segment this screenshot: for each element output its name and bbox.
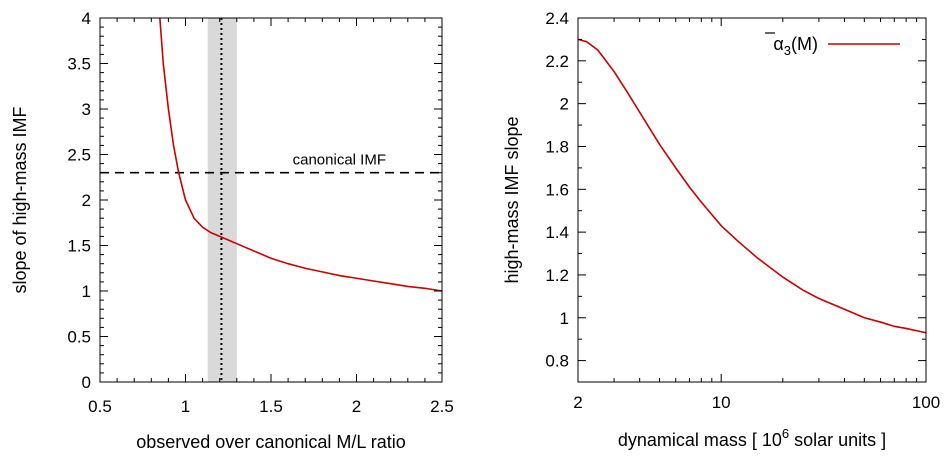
- left-y-tick-label: 1.5: [67, 237, 91, 256]
- legend-label-main: α: [773, 34, 783, 54]
- left-y-tick-label: 0.5: [67, 328, 91, 347]
- right-x-tick-label: 10: [712, 393, 731, 412]
- left-plot-frame: [99, 17, 443, 383]
- right-y-tick-label: 1: [560, 309, 569, 328]
- left-x-tick-label: 2: [352, 397, 361, 416]
- legend-label: α3(M): [773, 34, 818, 58]
- right-y-tick-label: 1.8: [545, 137, 569, 156]
- right-y-tick-label: 1.6: [545, 180, 569, 199]
- left-y-tick-label: 4: [82, 9, 91, 28]
- right-y-tick-label: 2: [560, 95, 569, 114]
- legend-label-sub: 3: [784, 43, 791, 58]
- left-x-tick-label: 2.5: [430, 397, 454, 416]
- right-x-axis-label-suffix: solar units ]: [789, 430, 886, 450]
- right-x-axis-label-sup: 6: [782, 426, 789, 441]
- left-y-tick-label: 0: [82, 373, 91, 392]
- right-y-tick-label: 1.4: [545, 223, 569, 242]
- right-y-axis-label: high-mass IMF slope: [502, 116, 522, 283]
- left-y-axis-label: slope of high-mass IMF: [10, 106, 30, 293]
- left-y-tick-label: 2.5: [67, 146, 91, 165]
- right-ticks: 2 10 100 0.8 1 1.2 1.4 1.6 1.8 2 2.2 2.4: [545, 9, 940, 412]
- left-series-line: [159, 17, 443, 292]
- left-y-tick-label: 3: [82, 100, 91, 119]
- left-panel: canonical IMF 0.5 1 1.5 2 2.5 0 0.5 1 1.5 2 2.5 3 3.…: [10, 9, 454, 452]
- right-x-axis-label: dynamical mass [ 106 solar units ]: [618, 426, 886, 450]
- left-x-tick-label: 0.5: [88, 397, 112, 416]
- left-y-tick-label: 2: [82, 191, 91, 210]
- legend-label-suffix: (M): [791, 34, 818, 54]
- right-y-tick-label: 1.2: [545, 266, 569, 285]
- right-plot-frame: [577, 17, 927, 383]
- right-panel: 2 10 100 0.8 1 1.2 1.4 1.6 1.8 2 2.2 2.4 α3(M) dyna…: [502, 9, 940, 450]
- right-y-tick-label: 2.4: [545, 9, 569, 28]
- right-series-line: [577, 38, 927, 334]
- left-x-axis-label: observed over canonical M/L ratio: [136, 432, 405, 452]
- right-x-axis-label-prefix: dynamical mass [ 10: [618, 430, 782, 450]
- left-y-tick-label: 1: [82, 282, 91, 301]
- right-y-tick-label: 2.2: [545, 52, 569, 71]
- right-x-tick-label: 2: [573, 393, 582, 412]
- left-ticks: 0.5 1 1.5 2 2.5 0 0.5 1 1.5 2 2.5 3 3.5 4: [67, 9, 453, 416]
- right-x-tick-label: 100: [912, 393, 940, 412]
- left-x-tick-label: 1: [181, 397, 190, 416]
- right-y-tick-label: 0.8: [545, 352, 569, 371]
- right-legend: α3(M): [765, 32, 900, 58]
- left-y-tick-label: 3.5: [67, 55, 91, 74]
- left-reference-label: canonical IMF: [293, 152, 386, 169]
- left-x-tick-label: 1.5: [259, 397, 283, 416]
